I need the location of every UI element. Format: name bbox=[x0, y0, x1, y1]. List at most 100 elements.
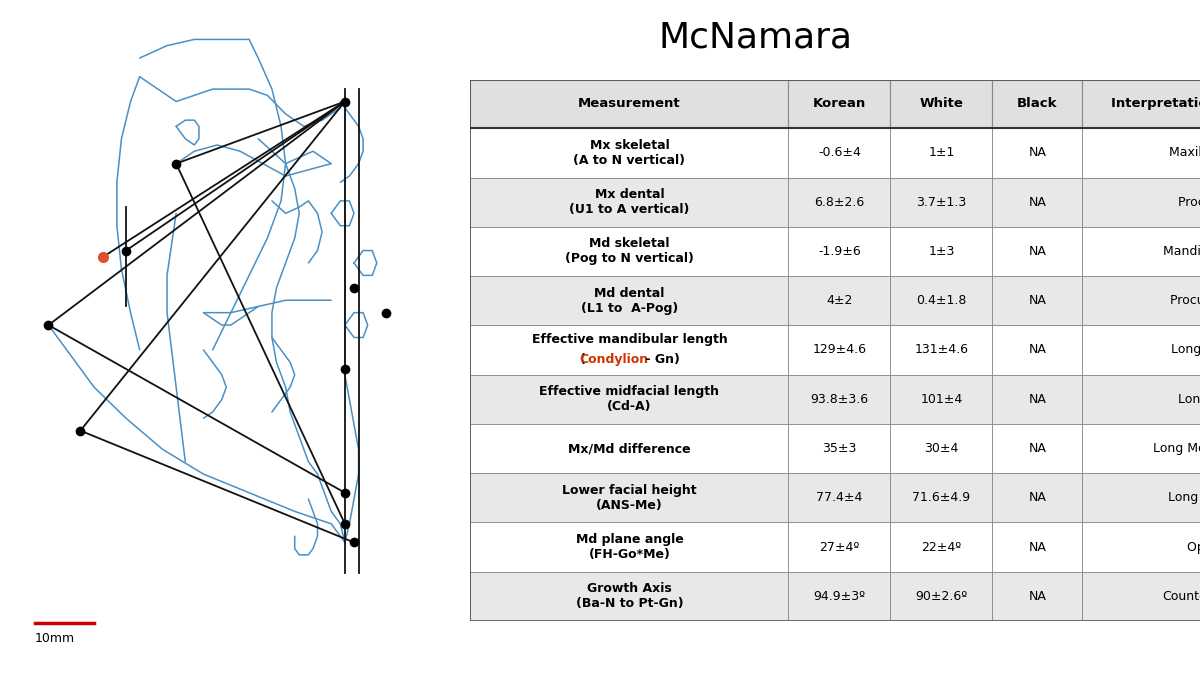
Text: Mandible forward: Mandible forward bbox=[1163, 245, 1200, 258]
Text: Mx dental
(U1 to A vertical): Mx dental (U1 to A vertical) bbox=[569, 188, 690, 216]
Bar bbox=[788, 473, 890, 522]
Bar bbox=[992, 178, 1082, 227]
Text: Long Md or short Mx: Long Md or short Mx bbox=[1153, 442, 1200, 455]
Bar bbox=[992, 473, 1082, 522]
Text: Growth Axis
(Ba-N to Pt-Gn): Growth Axis (Ba-N to Pt-Gn) bbox=[576, 583, 683, 610]
Bar bbox=[1082, 178, 1200, 227]
Text: -1.9±6: -1.9±6 bbox=[818, 245, 860, 258]
Text: Proclined U1: Proclined U1 bbox=[1178, 196, 1200, 209]
Text: 3.7±1.3: 3.7±1.3 bbox=[917, 196, 966, 209]
Text: Condylion: Condylion bbox=[580, 353, 648, 367]
Text: 101±4: 101±4 bbox=[920, 393, 962, 406]
Text: 71.6±4.9: 71.6±4.9 bbox=[912, 491, 971, 504]
Text: 10mm: 10mm bbox=[35, 632, 74, 645]
Text: Korean: Korean bbox=[812, 97, 866, 111]
Bar bbox=[1082, 227, 1200, 276]
Text: NA: NA bbox=[1028, 294, 1046, 307]
Text: Md plane angle
(FH-Go*Me): Md plane angle (FH-Go*Me) bbox=[576, 533, 683, 561]
Text: 1±3: 1±3 bbox=[929, 245, 954, 258]
Text: Interpretation as value rises: Interpretation as value rises bbox=[1111, 97, 1200, 111]
Bar bbox=[890, 80, 992, 128]
Bar bbox=[470, 473, 788, 522]
Text: NA: NA bbox=[1028, 590, 1046, 603]
Bar bbox=[470, 572, 788, 621]
Bar bbox=[470, 227, 788, 276]
Bar bbox=[992, 325, 1082, 375]
Text: 27±4º: 27±4º bbox=[820, 541, 859, 554]
Text: Md dental
(L1 to  A-Pog): Md dental (L1 to A-Pog) bbox=[581, 287, 678, 315]
Bar bbox=[992, 227, 1082, 276]
Text: Maxilla forward: Maxilla forward bbox=[1169, 146, 1200, 159]
Bar bbox=[1082, 128, 1200, 178]
Bar bbox=[1082, 375, 1200, 424]
Text: Effective midfacial length
(Cd-A): Effective midfacial length (Cd-A) bbox=[540, 385, 720, 413]
Bar bbox=[1082, 473, 1200, 522]
Text: Long maxilla: Long maxilla bbox=[1177, 393, 1200, 406]
Text: Mx skeletal
(A to N vertical): Mx skeletal (A to N vertical) bbox=[574, 139, 685, 167]
Bar bbox=[890, 227, 992, 276]
Bar bbox=[992, 424, 1082, 473]
Bar bbox=[470, 128, 788, 178]
Text: White: White bbox=[919, 97, 964, 111]
Bar bbox=[788, 227, 890, 276]
Text: Measurement: Measurement bbox=[578, 97, 680, 111]
Bar bbox=[788, 80, 890, 128]
Text: 77.4±4: 77.4±4 bbox=[816, 491, 863, 504]
Text: Long lower face: Long lower face bbox=[1168, 491, 1200, 504]
Bar bbox=[890, 375, 992, 424]
Bar bbox=[1082, 572, 1200, 621]
Bar bbox=[788, 128, 890, 178]
Bar bbox=[470, 375, 788, 424]
Text: (: ( bbox=[580, 353, 586, 367]
Text: NA: NA bbox=[1028, 245, 1046, 258]
Bar bbox=[992, 276, 1082, 325]
Text: NA: NA bbox=[1028, 196, 1046, 209]
Bar bbox=[890, 572, 992, 621]
Text: NA: NA bbox=[1028, 344, 1046, 356]
Bar bbox=[470, 424, 788, 473]
Bar bbox=[1082, 325, 1200, 375]
Bar bbox=[890, 424, 992, 473]
Text: Open bite: Open bite bbox=[1187, 541, 1200, 554]
Bar bbox=[992, 128, 1082, 178]
Text: McNamara: McNamara bbox=[659, 20, 853, 54]
Bar bbox=[890, 128, 992, 178]
Text: 1±1: 1±1 bbox=[929, 146, 954, 159]
Text: 93.8±3.6: 93.8±3.6 bbox=[810, 393, 869, 406]
Text: NA: NA bbox=[1028, 541, 1046, 554]
Text: Black: Black bbox=[1018, 97, 1057, 111]
Bar bbox=[890, 178, 992, 227]
Bar bbox=[788, 572, 890, 621]
Bar bbox=[890, 473, 992, 522]
Text: Counterclockwise: Counterclockwise bbox=[1163, 590, 1200, 603]
Text: 129±4.6: 129±4.6 bbox=[812, 344, 866, 356]
Bar bbox=[788, 178, 890, 227]
Bar bbox=[788, 424, 890, 473]
Text: -0.6±4: -0.6±4 bbox=[818, 146, 860, 159]
Bar bbox=[992, 522, 1082, 572]
Bar bbox=[788, 276, 890, 325]
Text: 94.9±3º: 94.9±3º bbox=[814, 590, 865, 603]
Bar bbox=[890, 325, 992, 375]
Bar bbox=[470, 522, 788, 572]
Bar bbox=[1082, 80, 1200, 128]
Text: NA: NA bbox=[1028, 491, 1046, 504]
Text: 22±4º: 22±4º bbox=[922, 541, 961, 554]
Bar bbox=[890, 276, 992, 325]
Text: - Gn): - Gn) bbox=[641, 353, 680, 367]
Bar bbox=[1082, 424, 1200, 473]
Bar bbox=[470, 276, 788, 325]
Bar bbox=[788, 325, 890, 375]
Text: 0.4±1.8: 0.4±1.8 bbox=[917, 294, 966, 307]
Text: Mx/Md difference: Mx/Md difference bbox=[568, 442, 691, 455]
Bar bbox=[1082, 276, 1200, 325]
Bar bbox=[992, 375, 1082, 424]
Text: NA: NA bbox=[1028, 442, 1046, 455]
Text: 90±2.6º: 90±2.6º bbox=[916, 590, 967, 603]
Text: 4±2: 4±2 bbox=[827, 294, 852, 307]
Bar bbox=[470, 178, 788, 227]
Bar bbox=[788, 375, 890, 424]
Bar bbox=[1082, 522, 1200, 572]
Bar bbox=[992, 80, 1082, 128]
Text: 30±4: 30±4 bbox=[924, 442, 959, 455]
